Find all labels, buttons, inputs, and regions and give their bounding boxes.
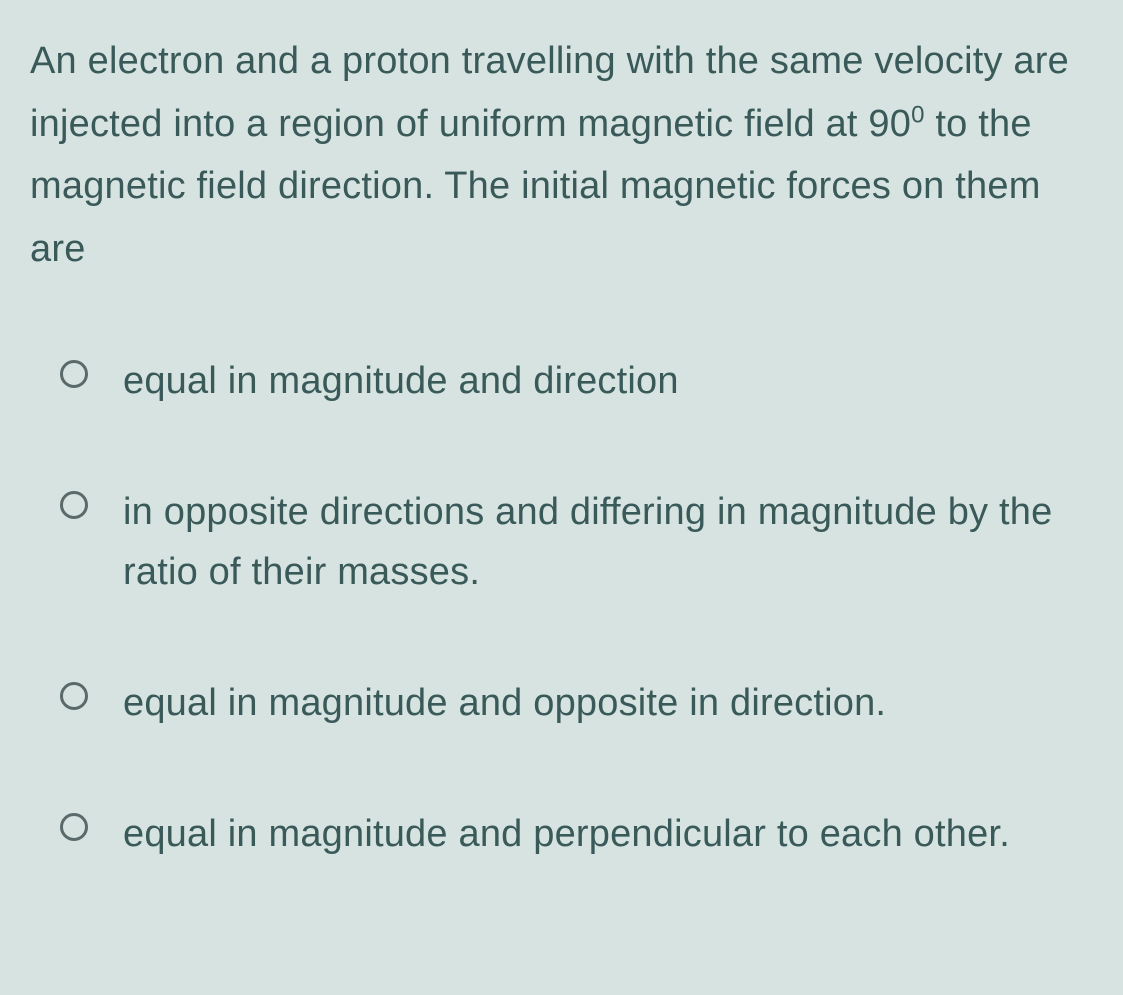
question-text: An electron and a proton travelling with…	[30, 30, 1093, 281]
option-text-2: in opposite directions and differing in …	[123, 482, 1093, 604]
option-text-1: equal in magnitude and direction	[123, 351, 679, 412]
question-text-before: An electron and a proton travelling with…	[30, 40, 1069, 145]
question-superscript: 0	[911, 101, 925, 128]
option-3[interactable]: equal in magnitude and opposite in direc…	[60, 673, 1093, 734]
option-1[interactable]: equal in magnitude and direction	[60, 351, 1093, 412]
radio-button-1[interactable]	[60, 360, 88, 388]
option-2[interactable]: in opposite directions and differing in …	[60, 482, 1093, 604]
option-4[interactable]: equal in magnitude and perpendicular to …	[60, 804, 1093, 865]
option-text-4: equal in magnitude and perpendicular to …	[123, 804, 1010, 865]
option-text-3: equal in magnitude and opposite in direc…	[123, 673, 886, 734]
radio-button-3[interactable]	[60, 682, 88, 710]
radio-button-2[interactable]	[60, 491, 88, 519]
radio-button-4[interactable]	[60, 813, 88, 841]
options-container: equal in magnitude and direction in oppo…	[30, 351, 1093, 865]
